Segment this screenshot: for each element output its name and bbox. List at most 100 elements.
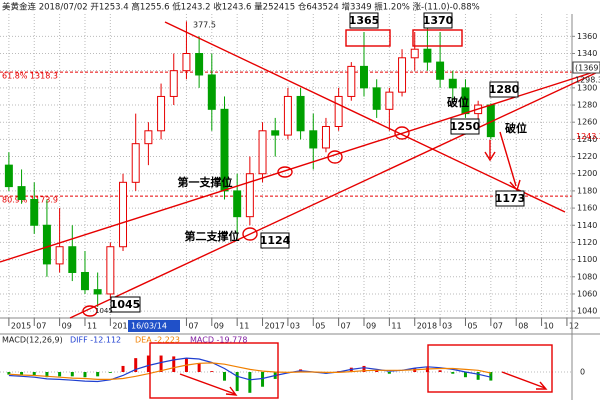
candle-body [448, 78, 457, 89]
candle-body [258, 130, 267, 175]
x-tick-label: 05 [315, 322, 325, 331]
y-tick-label: 1060 [577, 289, 597, 298]
annotation: 1280 [489, 83, 520, 96]
marks-layer: 1243.2 0 [0, 21, 600, 393]
candle-body [372, 87, 381, 110]
annotation: 1250 [450, 120, 481, 133]
x-tick-label: 2018 [417, 322, 437, 331]
x-tick-label: 09 [366, 322, 376, 331]
annotation: (1369) [575, 64, 600, 73]
candle-body [220, 108, 229, 192]
macd-tick-label: 0 [580, 368, 585, 377]
fib-label: 61.8% 1318.3 [2, 72, 58, 81]
x-tick-label: 11 [391, 322, 401, 331]
y-tick-label: 1180 [577, 186, 597, 195]
candle-body [80, 271, 89, 291]
candle-body [309, 130, 318, 149]
crosshair-box [128, 320, 180, 332]
arrow [501, 371, 548, 390]
candle-body [93, 289, 102, 295]
annotations: 1365 1370 1280 破位 1250 破位 1173 1124 1045… [95, 12, 600, 315]
y-tick-label: 1280 [577, 101, 597, 110]
last-price: 1243.2 [576, 132, 600, 141]
circle [394, 126, 410, 140]
macd-box [149, 342, 279, 399]
peak-box [345, 29, 391, 47]
y-tick-label: 1140 [577, 221, 597, 230]
candle-body [233, 190, 242, 218]
annotation: 1173 [495, 192, 526, 205]
x-tick-label: 09 [214, 322, 224, 331]
circle [82, 305, 98, 317]
candle-body [182, 53, 191, 72]
y-tick-label: 1340 [577, 49, 597, 58]
annotation: 第一支撑位 [178, 175, 233, 189]
arrow [499, 131, 521, 192]
candle-body [157, 95, 166, 132]
candle-body [144, 130, 153, 145]
candle-body [55, 246, 64, 265]
candle-body [42, 224, 51, 265]
macd-legend: DEA -2.223 [135, 336, 180, 345]
candle-body [106, 246, 115, 295]
annotation: 1298.3 [575, 76, 600, 85]
x-tick-label: 09 [62, 322, 72, 331]
support-line-2 [69, 70, 600, 319]
candle-body [271, 130, 280, 136]
candle-body [347, 65, 356, 97]
candle-body [283, 95, 292, 136]
x-tick-label: 2015 [11, 322, 31, 331]
macd-legend: MACD -19.778 [190, 336, 247, 345]
support-line-1 [0, 69, 600, 263]
x-tick-label: 03 [290, 322, 300, 331]
annotation: 1370 [423, 14, 454, 27]
candle-body [296, 95, 305, 132]
candle-body [321, 125, 330, 149]
label-box [450, 118, 480, 135]
x-tick-label: 03 [442, 322, 452, 331]
candle-body [169, 70, 178, 97]
candle-body [17, 186, 26, 200]
candle-body [385, 91, 394, 110]
x-tick-label: 2016 [112, 322, 132, 331]
x-tick-label: 07 [341, 322, 351, 331]
annotation: 1365 [349, 14, 380, 27]
circle [327, 150, 343, 164]
crosshair-label: 16/03/14 [131, 322, 167, 331]
descending-line [164, 21, 566, 213]
label-box [572, 61, 600, 74]
x-tick-label: 05 [467, 322, 477, 331]
annotation: 1124 [260, 234, 291, 247]
candle-body [245, 173, 254, 218]
annotation: 破位 [447, 95, 469, 109]
y-tick-label: 1360 [577, 32, 597, 41]
trend-lines [0, 21, 600, 399]
circle [277, 166, 293, 178]
macd-box [427, 344, 553, 393]
candle-body [410, 48, 419, 59]
macd-legend: DIFF -12.112 [70, 336, 121, 345]
candle-body [4, 164, 13, 188]
label-box [489, 81, 519, 98]
candle-body [398, 57, 407, 93]
candle-body [360, 65, 368, 89]
x-tick-label: 11 [239, 322, 249, 331]
candle-body [68, 246, 77, 273]
y-tick-label: 1040 [577, 307, 597, 316]
x-tick-label: 10 [544, 322, 554, 331]
arrow [179, 373, 238, 396]
candle-body [131, 143, 140, 183]
x-tick-label: 07 [36, 322, 46, 331]
y-tick-label: 1200 [577, 169, 597, 178]
y-tick-label: 1120 [577, 238, 597, 247]
candle-body [119, 181, 128, 248]
candle-body [423, 48, 432, 63]
y-tick-label: 1160 [577, 204, 597, 213]
y-tick-label: 1240 [577, 135, 597, 144]
y-tick-label: 1100 [577, 255, 597, 264]
circle [242, 227, 258, 241]
annotation: 1045 [110, 298, 141, 311]
annotation: 377.5 [193, 21, 216, 30]
arrow [484, 140, 496, 162]
x-tick-label: 08 [518, 322, 528, 331]
